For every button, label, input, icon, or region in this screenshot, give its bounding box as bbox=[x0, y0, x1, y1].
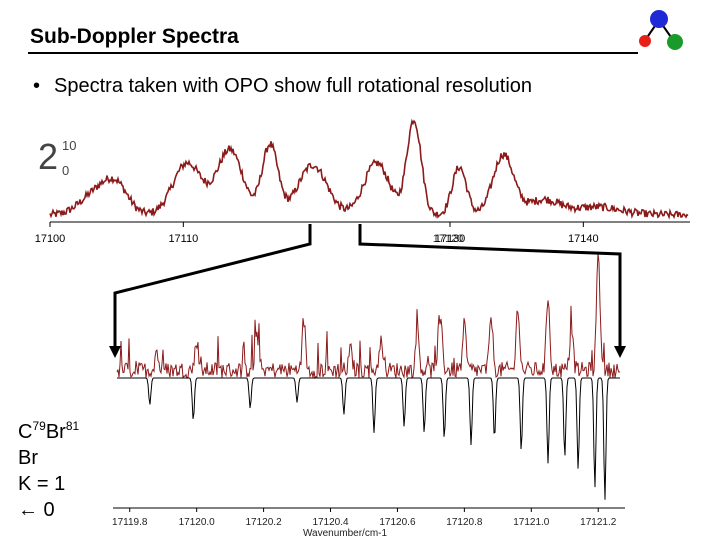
overview-overlap-tick-label: 17120 bbox=[433, 233, 464, 245]
slide-title: Sub-Doppler Spectra bbox=[30, 25, 239, 48]
molecule-label: C79Br81 Br K = 1 ← 0 bbox=[18, 413, 79, 523]
zoom-x-tick-label: 17120.4 bbox=[312, 517, 349, 528]
molecule-label-line2: Br bbox=[18, 447, 38, 469]
band-label-subscript: 0 bbox=[62, 163, 70, 178]
overview-x-tick-label: 17140 bbox=[568, 233, 599, 245]
bullet-text: Spectra taken with OPO show full rotatio… bbox=[54, 75, 533, 97]
bullet-point: • Spectra taken with OPO show full rotati… bbox=[33, 75, 532, 98]
title-underline bbox=[28, 52, 638, 54]
band-label: 2 10 0 bbox=[38, 136, 76, 178]
callout-right-line bbox=[358, 224, 622, 347]
overview-x-tick-label: 17110 bbox=[168, 233, 198, 245]
bullet-marker: • bbox=[33, 75, 41, 97]
zoom-chart: 17119.8 17120.0 17120.2 17120.4 17120.6 17120… bbox=[112, 253, 625, 539]
zoom-x-tick-label: 17120.8 bbox=[446, 517, 483, 528]
zoom-callout bbox=[109, 224, 626, 358]
zoom-x-tick-label: 17120.2 bbox=[246, 517, 283, 528]
zoom-observed-line bbox=[116, 253, 621, 380]
molecule-label-line4: ← 0 bbox=[18, 499, 55, 521]
zoom-x-tick-label: 17121.2 bbox=[580, 517, 617, 528]
zoom-x-tick-label: 17119.8 bbox=[112, 517, 148, 528]
zoom-x-tick-label: 17120.0 bbox=[179, 517, 216, 528]
zoom-x-tick-label: 17120.6 bbox=[379, 517, 416, 528]
molecule-label-line3: K = 1 bbox=[18, 473, 66, 495]
zoom-x-tick-label: 17121.0 bbox=[513, 517, 550, 528]
overview-spectrum-line bbox=[49, 118, 689, 220]
arrow-down-icon bbox=[614, 346, 626, 358]
zoom-simulated-line bbox=[117, 377, 620, 500]
band-label-main: 2 bbox=[38, 136, 59, 177]
overview-x-tick-label: 17100 bbox=[35, 233, 66, 245]
molecule-logo-icon bbox=[639, 10, 683, 50]
callout-left-line bbox=[113, 224, 312, 347]
arrow-down-icon bbox=[109, 346, 121, 358]
molecule-label-line1: C79Br81 bbox=[18, 419, 80, 443]
band-label-superscript: 10 bbox=[62, 138, 77, 153]
zoom-x-axis-label: Wavenumber/cm-1 bbox=[303, 528, 388, 539]
overview-chart: 17100 17110 17130 17140 17120 bbox=[35, 118, 690, 245]
overview-x-tick-label: 17130 bbox=[435, 233, 466, 245]
